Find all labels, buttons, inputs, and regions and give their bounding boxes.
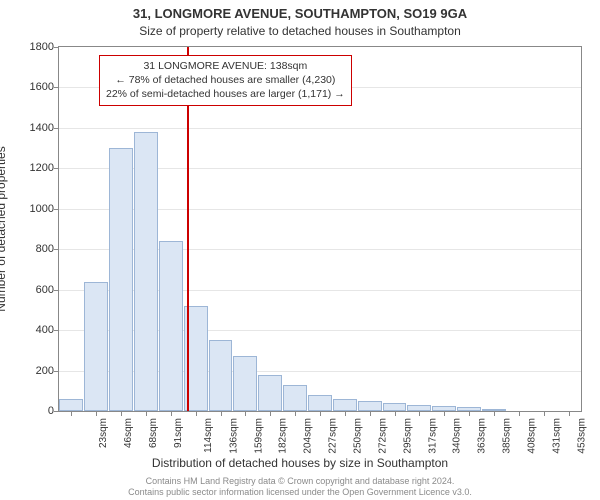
ytick-mark <box>54 87 59 88</box>
xtick-mark <box>121 411 122 416</box>
histogram-bar <box>383 403 407 411</box>
ytick-mark <box>54 168 59 169</box>
histogram-bar <box>358 401 382 411</box>
xtick-mark <box>494 411 495 416</box>
xtick-label: 46sqm <box>123 418 134 448</box>
xtick-mark <box>395 411 396 416</box>
xtick-label: 431sqm <box>551 418 562 454</box>
histogram-bar <box>209 340 233 411</box>
xtick-mark <box>221 411 222 416</box>
attribution-line: Contains HM Land Registry data © Crown c… <box>0 476 600 487</box>
ytick-mark <box>54 249 59 250</box>
ytick-mark <box>54 290 59 291</box>
xtick-mark <box>345 411 346 416</box>
x-axis-label: Distribution of detached houses by size … <box>0 456 600 470</box>
xtick-label: 114sqm <box>203 418 214 453</box>
histogram-bar <box>333 399 357 411</box>
xtick-label: 317sqm <box>427 418 438 454</box>
xtick-mark <box>419 411 420 416</box>
xtick-label: 340sqm <box>452 418 463 454</box>
ytick-mark <box>54 411 59 412</box>
chart-subtitle: Size of property relative to detached ho… <box>0 24 600 38</box>
histogram-bar <box>59 399 83 411</box>
ytick-label: 1200 <box>6 162 54 174</box>
ytick-mark <box>54 128 59 129</box>
xtick-label: 68sqm <box>148 418 159 448</box>
xtick-mark <box>295 411 296 416</box>
xtick-label: 408sqm <box>527 418 538 454</box>
xtick-mark <box>146 411 147 416</box>
histogram-bar <box>283 385 307 411</box>
histogram-bar <box>159 241 183 411</box>
ytick-label: 0 <box>6 405 54 417</box>
histogram-bar <box>109 148 133 411</box>
xtick-mark <box>270 411 271 416</box>
ytick-label: 1600 <box>6 81 54 93</box>
histogram-bar <box>134 132 158 411</box>
chart-title: 31, LONGMORE AVENUE, SOUTHAMPTON, SO19 9… <box>0 6 600 21</box>
plot-area: 31 LONGMORE AVENUE: 138sqm← 78% of detac… <box>58 46 582 412</box>
xtick-mark <box>519 411 520 416</box>
ytick-mark <box>54 209 59 210</box>
xtick-mark <box>469 411 470 416</box>
marker-annotation-line: ← 78% of detached houses are smaller (4,… <box>106 73 345 87</box>
xtick-label: 23sqm <box>98 418 109 448</box>
xtick-mark <box>96 411 97 416</box>
xtick-label: 136sqm <box>228 418 239 454</box>
ytick-label: 600 <box>6 284 54 296</box>
xtick-label: 182sqm <box>278 418 289 454</box>
xtick-mark <box>245 411 246 416</box>
histogram-bar <box>258 375 282 411</box>
ytick-mark <box>54 47 59 48</box>
ytick-mark <box>54 330 59 331</box>
histogram-bar <box>308 395 332 411</box>
ytick-label: 1400 <box>6 122 54 134</box>
xtick-mark <box>71 411 72 416</box>
ytick-label: 800 <box>6 243 54 255</box>
xtick-label: 159sqm <box>253 418 264 454</box>
xtick-label: 204sqm <box>303 418 314 454</box>
xtick-label: 272sqm <box>377 418 388 454</box>
attribution-text: Contains HM Land Registry data © Crown c… <box>0 476 600 499</box>
ytick-label: 400 <box>6 324 54 336</box>
xtick-label: 385sqm <box>502 418 513 454</box>
xtick-mark <box>370 411 371 416</box>
xtick-mark <box>444 411 445 416</box>
attribution-line: Contains public sector information licen… <box>0 487 600 498</box>
xtick-label: 453sqm <box>576 418 587 454</box>
gridline <box>59 128 581 129</box>
histogram-bar <box>84 282 108 411</box>
ytick-label: 200 <box>6 365 54 377</box>
xtick-mark <box>569 411 570 416</box>
xtick-label: 295sqm <box>402 418 413 454</box>
xtick-mark <box>196 411 197 416</box>
xtick-mark <box>320 411 321 416</box>
ytick-mark <box>54 371 59 372</box>
xtick-label: 91sqm <box>173 418 184 448</box>
xtick-label: 250sqm <box>353 418 364 454</box>
ytick-label: 1800 <box>6 41 54 53</box>
xtick-label: 227sqm <box>328 418 339 454</box>
chart-root: 31, LONGMORE AVENUE, SOUTHAMPTON, SO19 9… <box>0 0 600 500</box>
histogram-bar <box>233 356 257 411</box>
xtick-mark <box>171 411 172 416</box>
marker-annotation-line: 22% of semi-detached houses are larger (… <box>106 87 345 101</box>
marker-annotation: 31 LONGMORE AVENUE: 138sqm← 78% of detac… <box>99 55 352 106</box>
marker-annotation-line: 31 LONGMORE AVENUE: 138sqm <box>106 59 345 73</box>
ytick-label: 1000 <box>6 203 54 215</box>
xtick-label: 363sqm <box>477 418 488 454</box>
xtick-mark <box>544 411 545 416</box>
